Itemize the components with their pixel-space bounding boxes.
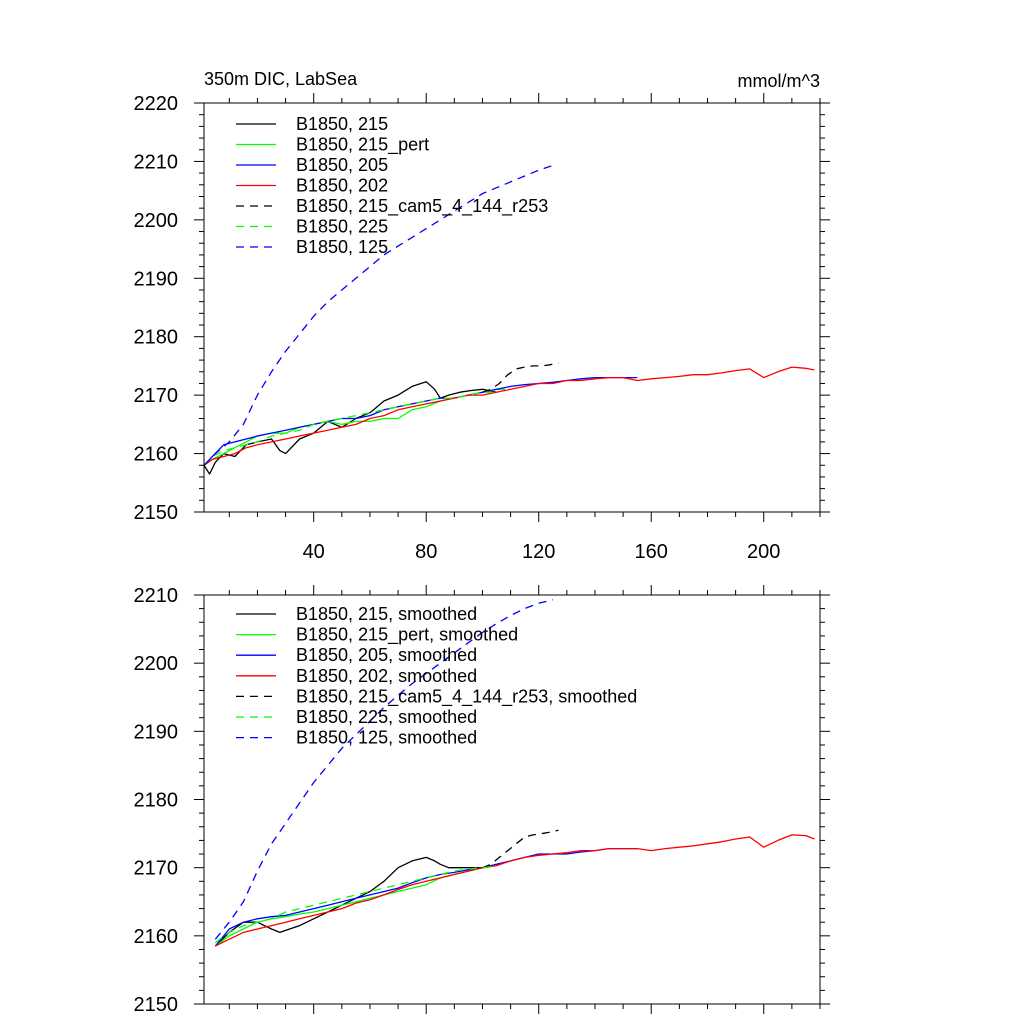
y-tick-label: 2200 (134, 210, 179, 232)
y-tick-label: 2210 (134, 585, 179, 607)
series-line-2 (204, 388, 505, 466)
legend-label: B1850, 205 (296, 155, 388, 175)
legend-label: B1850, 202, smoothed (296, 666, 477, 686)
bottom-chart: 2150 2160 2170 2180 2190 2200 2210 B1850, 215, … (134, 585, 830, 1016)
x-tick-label: 80 (415, 541, 437, 563)
legend-label: B1850, 202 (296, 176, 388, 196)
y-tick-label: 2160 (134, 444, 179, 466)
x-tick-label: 160 (635, 541, 668, 563)
y-tick-label: 2180 (134, 790, 179, 812)
y-tick-label: 2200 (134, 653, 179, 675)
series-line-5 (482, 362, 559, 393)
series-line-3 (214, 847, 638, 947)
y-tick-label: 2170 (134, 858, 179, 880)
series-group (204, 164, 815, 475)
legend-label: B1850, 215_pert, smoothed (296, 625, 518, 646)
y-tick-label: 2190 (134, 721, 179, 743)
legend-label: B1850, 125 (296, 237, 388, 257)
legend-label: B1850, 215, smoothed (296, 604, 477, 624)
series-group (214, 599, 815, 947)
legend-label: B1850, 215 (296, 114, 388, 134)
top-chart-units: mmol/m^3 (738, 71, 820, 91)
series-line-5 (482, 829, 559, 869)
series-line-1 (204, 381, 497, 475)
x-tick-label: 200 (747, 541, 780, 563)
series-line-4 (204, 366, 815, 466)
legend-label: B1850, 125, smoothed (296, 728, 477, 748)
series-line-2 (214, 863, 497, 947)
series-line-1 (214, 856, 483, 947)
y-tick-label: 2150 (134, 502, 179, 524)
y-tick-label: 2210 (134, 151, 179, 173)
series-line-7 (204, 164, 554, 466)
series-line-3 (204, 376, 638, 466)
legend-label: B1850, 215_cam5_4_144_r253, smoothed (296, 686, 637, 707)
y-tick-label: 2170 (134, 385, 179, 407)
x-tick-label: 40 (303, 541, 325, 563)
series-line-6 (214, 865, 497, 944)
legend-label: B1850, 225 (296, 217, 388, 237)
legend-label: B1850, 215_cam5_4_144_r253 (296, 196, 548, 217)
legend-label: B1850, 225, smoothed (296, 707, 477, 727)
legend-label: B1850, 205, smoothed (296, 645, 477, 665)
x-tick-label: 120 (522, 541, 555, 563)
top-chart: 2150 2160 2170 2180 2190 2200 2210 2220 40 80 120 1… (134, 93, 830, 563)
series-line-4 (215, 834, 815, 947)
legend-label: B1850, 215_pert (296, 135, 429, 156)
y-tick-label: 2160 (134, 926, 179, 948)
y-tick-label: 2180 (134, 327, 179, 349)
y-tick-label: 2220 (134, 93, 179, 115)
y-tick-label: 2190 (134, 268, 179, 290)
top-chart-title: 350m DIC, LabSea (204, 69, 358, 89)
series-line-6 (204, 391, 497, 466)
plot-frame (203, 102, 821, 513)
y-tick-label: 2150 (134, 994, 179, 1016)
